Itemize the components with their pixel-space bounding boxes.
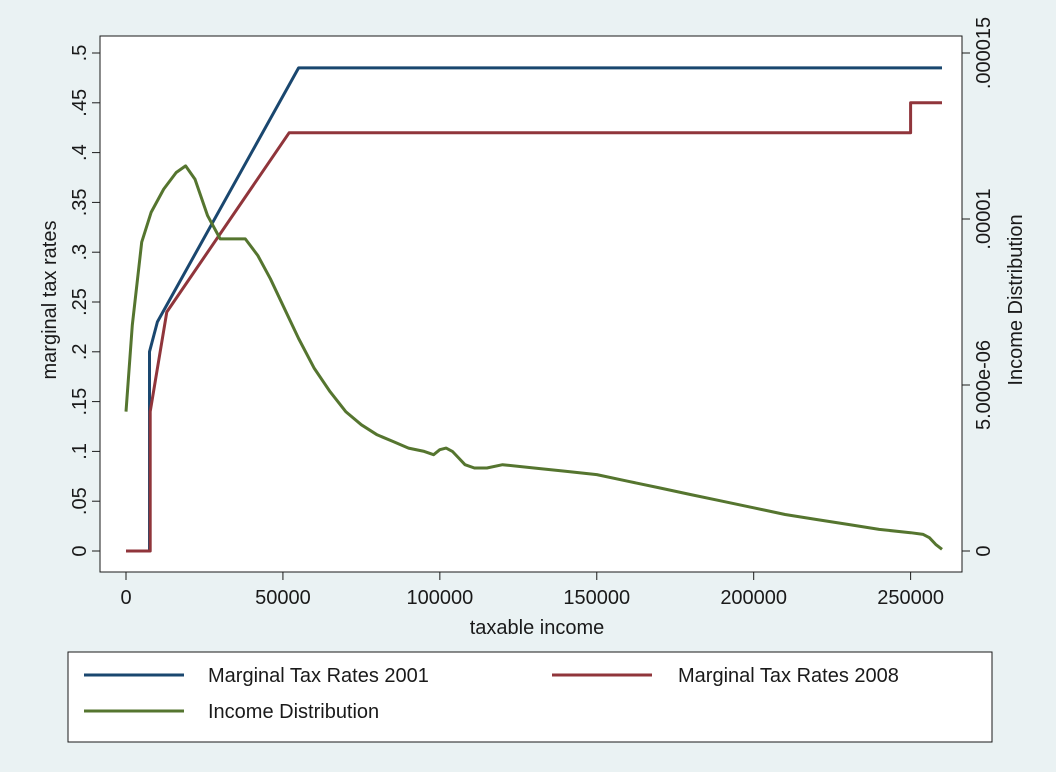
y-tick-label: .5	[69, 45, 91, 62]
y2-tick-label: .00001	[973, 188, 995, 249]
series-lines	[124, 66, 943, 553]
y-tick-label: .1	[69, 443, 91, 460]
x-tick-label: 50000	[255, 587, 311, 609]
x-tick-label: 250000	[877, 587, 944, 609]
y-tick-label: .2	[69, 343, 91, 360]
y-axis-right: 0 5.000e-06 .00001 .000015	[962, 17, 995, 557]
x-axis-title: taxable income	[470, 617, 605, 639]
x-tick-label: 100000	[406, 587, 473, 609]
x-axis: 0 50000 100000 150000 200000 250000	[120, 572, 944, 609]
x-tick-label: 200000	[720, 587, 787, 609]
legend-label: Marginal Tax Rates 2001	[208, 665, 429, 687]
y2-axis-title: Income Distribution	[1005, 214, 1027, 385]
y-tick-label: .45	[69, 89, 91, 117]
series-line-income-distribution	[124, 164, 943, 551]
y-tick-label: .3	[69, 244, 91, 261]
y-tick-label: .35	[69, 188, 91, 216]
y-axis-title: marginal tax rates	[39, 221, 61, 380]
series-line-marginal-tax-rates-2008	[126, 101, 942, 553]
legend-label: Income Distribution	[208, 701, 379, 723]
legend-label: Marginal Tax Rates 2008	[678, 665, 899, 687]
y2-tick-label: 5.000e-06	[973, 340, 995, 430]
y-axis-left: 0 .05 .1 .15 .2 .25 .3 .35 .4 .45 .5	[69, 45, 100, 557]
plot-area	[99, 35, 963, 573]
y-tick-label: .15	[69, 388, 91, 416]
legend-box	[67, 651, 993, 743]
y-tick-label: .05	[69, 487, 91, 515]
y-tick-label: .25	[69, 288, 91, 316]
x-tick-label: 0	[120, 587, 131, 609]
x-tick-label: 150000	[563, 587, 630, 609]
legend: Marginal Tax Rates 2001 Marginal Tax Rate…	[67, 651, 993, 743]
y2-tick-label: 0	[973, 545, 995, 556]
y-tick-label: .4	[69, 144, 91, 161]
y2-tick-label: .000015	[973, 17, 995, 89]
y-tick-label: 0	[69, 545, 91, 556]
